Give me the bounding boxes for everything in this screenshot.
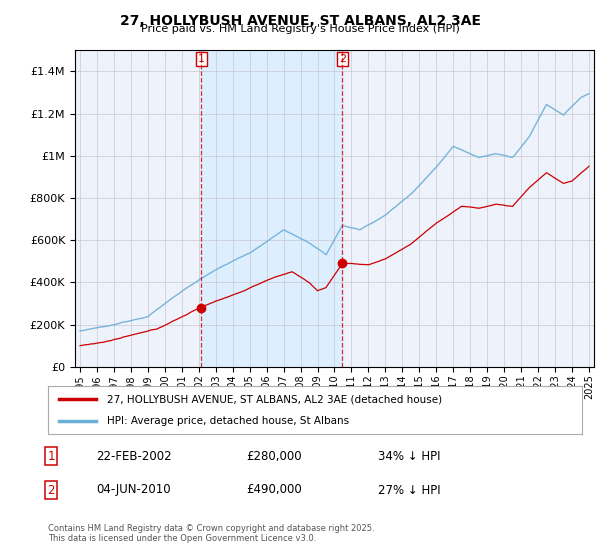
Text: 1: 1 <box>47 450 55 463</box>
Text: 27% ↓ HPI: 27% ↓ HPI <box>378 483 440 497</box>
Text: 1: 1 <box>197 54 205 64</box>
Text: 04-JUN-2010: 04-JUN-2010 <box>96 483 170 497</box>
Text: 2: 2 <box>47 483 55 497</box>
Text: 22-FEB-2002: 22-FEB-2002 <box>96 450 172 463</box>
Text: Price paid vs. HM Land Registry's House Price Index (HPI): Price paid vs. HM Land Registry's House … <box>140 24 460 34</box>
Text: 27, HOLLYBUSH AVENUE, ST ALBANS, AL2 3AE: 27, HOLLYBUSH AVENUE, ST ALBANS, AL2 3AE <box>119 14 481 28</box>
Text: 27, HOLLYBUSH AVENUE, ST ALBANS, AL2 3AE (detached house): 27, HOLLYBUSH AVENUE, ST ALBANS, AL2 3AE… <box>107 394 442 404</box>
Text: £490,000: £490,000 <box>246 483 302 497</box>
Text: HPI: Average price, detached house, St Albans: HPI: Average price, detached house, St A… <box>107 416 349 426</box>
Text: 2: 2 <box>339 54 346 64</box>
Text: Contains HM Land Registry data © Crown copyright and database right 2025.
This d: Contains HM Land Registry data © Crown c… <box>48 524 374 543</box>
Text: £280,000: £280,000 <box>246 450 302 463</box>
Bar <box>201 50 343 367</box>
Text: 34% ↓ HPI: 34% ↓ HPI <box>378 450 440 463</box>
